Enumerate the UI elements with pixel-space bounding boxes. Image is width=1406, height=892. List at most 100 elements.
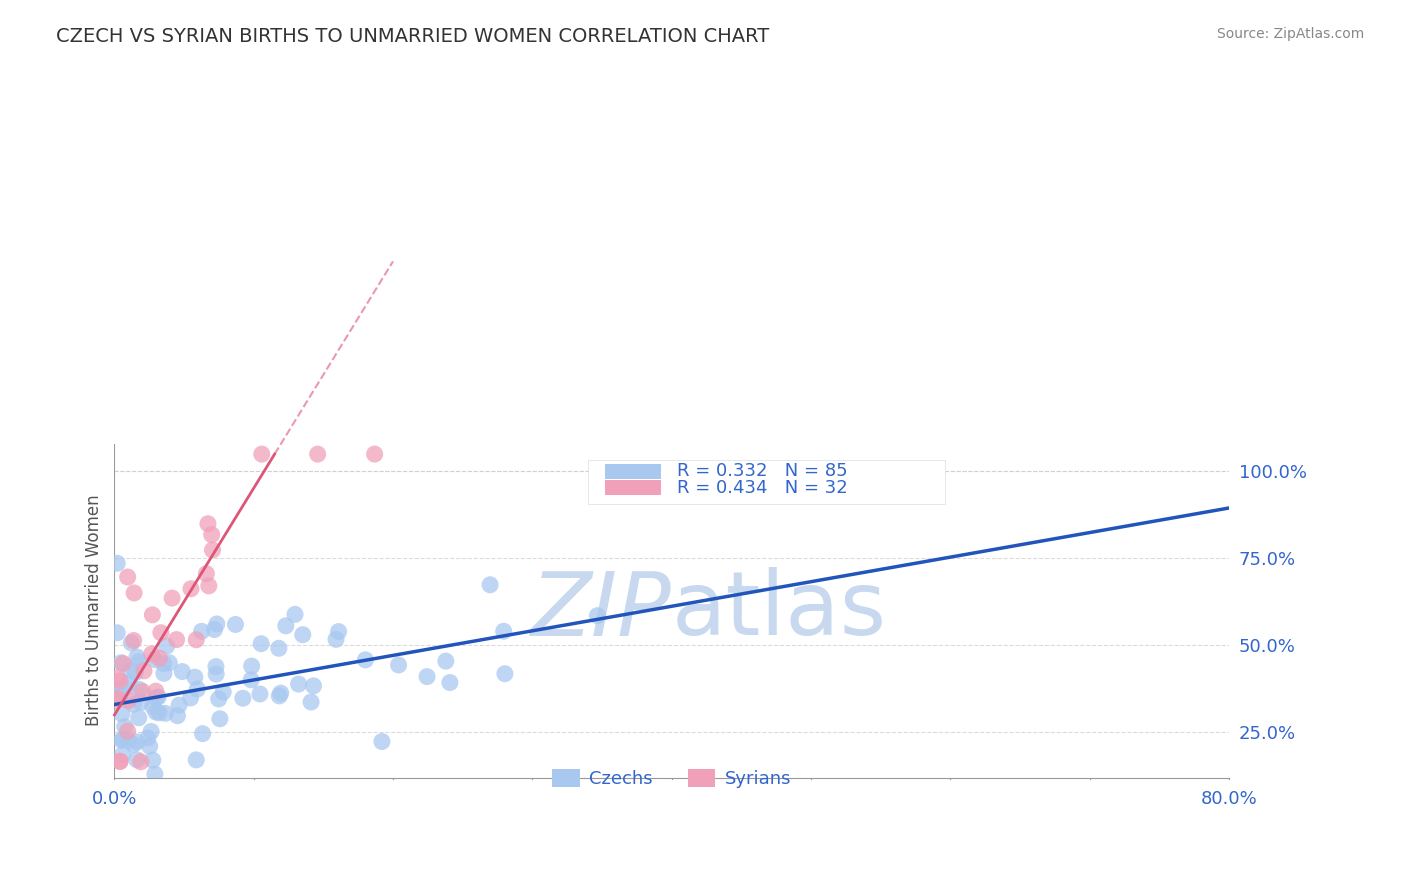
Point	[105, 671, 128, 685]
Point	[172, 665, 194, 679]
Point	[156, 639, 179, 653]
Point	[122, 738, 145, 752]
Point	[167, 698, 190, 713]
Point	[148, 651, 170, 665]
Point	[129, 755, 152, 769]
Point	[110, 656, 132, 670]
Point	[118, 676, 141, 690]
Point	[145, 705, 167, 719]
Point	[387, 657, 409, 672]
Point	[416, 670, 439, 684]
Point	[492, 624, 515, 639]
Point	[250, 447, 273, 461]
Point	[153, 666, 176, 681]
Point	[128, 655, 150, 669]
Point	[267, 641, 290, 656]
Point	[131, 684, 153, 698]
Point	[232, 691, 254, 706]
Point	[186, 753, 208, 767]
Point	[143, 653, 166, 667]
Point	[141, 647, 163, 661]
Point	[190, 624, 212, 639]
Point	[132, 664, 155, 678]
Point	[201, 527, 224, 541]
Point	[124, 665, 146, 680]
Point	[117, 694, 139, 708]
Text: R = 0.332   N = 85: R = 0.332 N = 85	[678, 462, 848, 481]
Point	[180, 690, 202, 705]
Point	[160, 591, 183, 606]
Point	[494, 666, 516, 681]
Point	[479, 578, 502, 592]
Point	[205, 659, 228, 673]
Point	[212, 685, 235, 699]
Point	[108, 673, 131, 688]
Point	[129, 695, 152, 709]
Point	[439, 675, 461, 690]
Point	[166, 708, 188, 723]
Point	[105, 693, 128, 707]
Point	[141, 724, 163, 739]
Point	[208, 692, 231, 706]
Point	[128, 682, 150, 697]
Point	[195, 566, 218, 581]
Point	[128, 711, 150, 725]
Point	[205, 616, 228, 631]
Point	[108, 690, 131, 704]
Point	[197, 579, 219, 593]
Point	[149, 625, 172, 640]
Point	[108, 682, 131, 697]
Point	[117, 733, 139, 747]
Point	[274, 619, 297, 633]
Point	[143, 767, 166, 781]
Point	[586, 608, 609, 623]
Point	[142, 699, 165, 714]
Point	[120, 664, 142, 678]
Point	[205, 667, 228, 681]
Point	[108, 755, 131, 769]
Text: CZECH VS SYRIAN BIRTHS TO UNMARRIED WOMEN CORRELATION CHART: CZECH VS SYRIAN BIRTHS TO UNMARRIED WOME…	[56, 27, 769, 45]
Point	[270, 686, 292, 700]
Point	[108, 754, 131, 768]
Point	[269, 689, 291, 703]
Point	[434, 654, 457, 668]
Point	[138, 739, 160, 754]
Point	[141, 607, 163, 622]
Point	[354, 653, 377, 667]
Text: R = 0.434   N = 32: R = 0.434 N = 32	[678, 479, 848, 497]
Text: Source: ZipAtlas.com: Source: ZipAtlas.com	[1216, 27, 1364, 41]
Point	[105, 691, 128, 706]
Point	[371, 734, 394, 748]
Point	[240, 659, 263, 673]
Point	[363, 447, 385, 461]
Point	[284, 607, 307, 622]
Point	[127, 735, 149, 749]
Point	[249, 687, 271, 701]
Point	[299, 695, 322, 709]
Point	[208, 712, 231, 726]
Point	[287, 677, 309, 691]
Point	[166, 632, 188, 647]
FancyBboxPatch shape	[605, 481, 661, 495]
Point	[111, 747, 134, 761]
Point	[197, 516, 219, 531]
Point	[148, 690, 170, 704]
Point	[105, 556, 128, 570]
Point	[145, 690, 167, 705]
Point	[325, 632, 347, 647]
Legend: Czechs, Syrians: Czechs, Syrians	[546, 762, 799, 796]
Point	[122, 586, 145, 600]
Point	[111, 733, 134, 747]
Text: 0.0%: 0.0%	[91, 789, 138, 808]
Point	[111, 706, 134, 721]
Point	[184, 670, 207, 684]
Point	[307, 447, 329, 461]
Text: ZIP: ZIP	[531, 567, 672, 654]
Point	[112, 732, 135, 747]
Point	[142, 753, 165, 767]
Point	[186, 681, 208, 696]
Point	[117, 724, 139, 739]
Point	[204, 623, 226, 637]
Text: atlas: atlas	[672, 567, 887, 654]
Point	[117, 570, 139, 584]
